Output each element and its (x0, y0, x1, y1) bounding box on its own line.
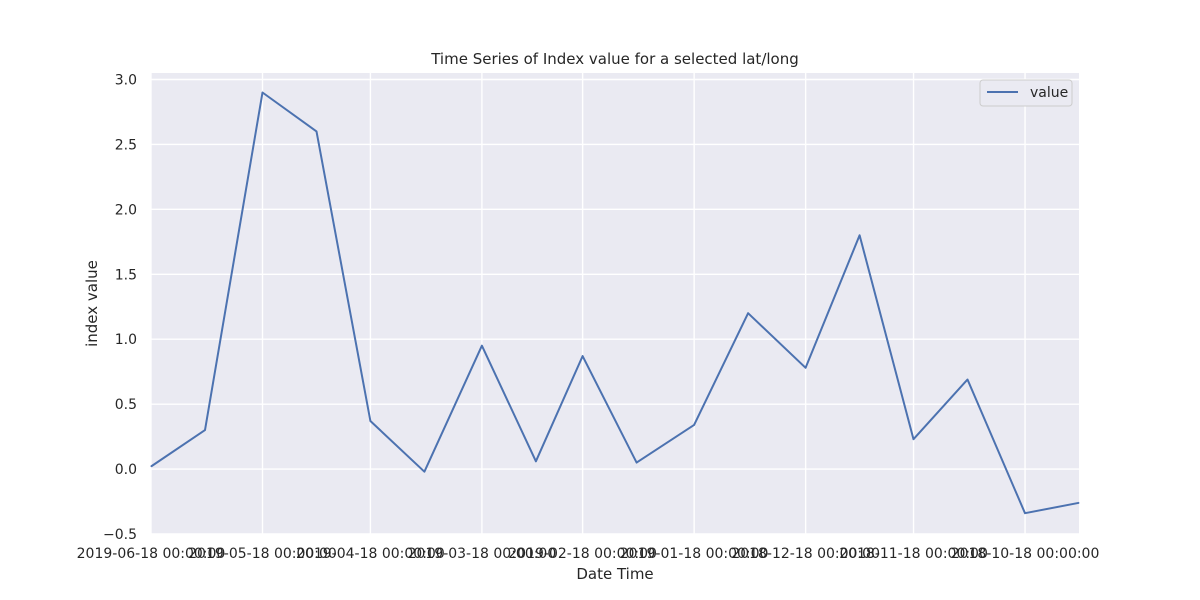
data-point (693, 424, 695, 426)
series-line-value (150, 91, 1080, 515)
y-tick-label: 0.0 (115, 462, 137, 478)
data-point (423, 471, 425, 473)
plot-area (151, 73, 1079, 534)
x-tick-label: 2018-10-18 00:00:00 (951, 546, 1100, 562)
x-tick-label: 2019-02-18 00:00:00 (508, 546, 657, 562)
x-tick-label: 2019-03-18 00:00:00 (408, 546, 557, 562)
data-point (582, 355, 584, 357)
y-tick-label: 2.0 (115, 202, 137, 218)
grid (150, 73, 1079, 535)
y-axis-ticks: −0.5 0.0 0.5 1.0 1.5 2.0 2.5 3.0 (103, 72, 137, 543)
chart-title: Time Series of Index value for a selecte… (430, 50, 799, 68)
series-layer (150, 91, 1080, 515)
x-axis-label: Date Time (576, 565, 653, 583)
y-tick-label: −0.5 (103, 527, 137, 543)
y-tick-label: 1.5 (115, 267, 137, 283)
data-point (315, 130, 317, 132)
x-tick-label: 2018-11-18 00:00:00 (839, 546, 988, 562)
y-axis-label: index value (83, 260, 101, 347)
data-point (1078, 502, 1080, 504)
data-point (150, 465, 152, 467)
legend-box (979, 79, 1073, 107)
y-tick-label: 1.0 (115, 332, 137, 348)
data-point (966, 378, 968, 380)
data-point (1024, 512, 1026, 514)
data-point (636, 462, 638, 464)
x-tick-label: 2019-05-18 00:00:00 (188, 546, 337, 562)
data-point (747, 312, 749, 314)
x-tick-label: 2019-04-18 00:00:00 (296, 546, 445, 562)
data-point (913, 438, 915, 440)
data-point (204, 429, 206, 431)
data-point (262, 91, 264, 93)
data-point (535, 460, 537, 462)
data-point (481, 345, 483, 347)
y-tick-label: 0.5 (115, 397, 137, 413)
legend-label-value: value (1030, 85, 1068, 101)
y-tick-label: 3.0 (115, 72, 137, 88)
x-tick-label: 2018-12-18 00:00:00 (731, 546, 880, 562)
x-tick-label: 2019-06-18 00:00:00 (77, 546, 226, 562)
data-point (859, 234, 861, 236)
data-point (805, 367, 807, 369)
data-point (369, 420, 371, 422)
legend: value (979, 79, 1073, 107)
x-tick-label: 2019-01-18 00:00:00 (620, 546, 769, 562)
y-tick-label: 2.5 (115, 137, 137, 153)
